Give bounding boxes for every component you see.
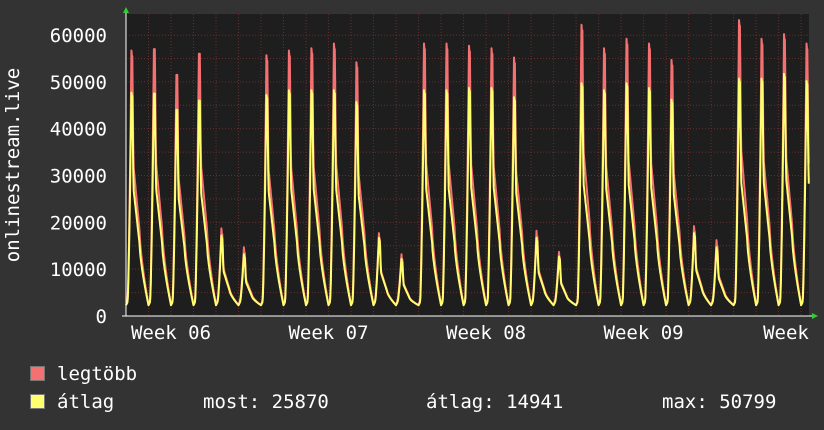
legend-label-avg: átlag [57, 391, 115, 413]
legend-swatch-avg [30, 394, 45, 409]
y-tick-label: 40000 [50, 119, 107, 141]
legend-swatch-max [30, 366, 45, 381]
x-tick-label: Week 08 [446, 322, 526, 344]
axes [122, 7, 818, 319]
x-axis-arrow [812, 313, 818, 319]
x-tick-label: Week 06 [131, 322, 211, 344]
stat-average: átlag: 14941 [426, 391, 564, 413]
tick-labels: 0 10000 20000 30000 40000 50000 60000 Week 06 We… [50, 25, 810, 344]
y-tick-label: 20000 [50, 212, 107, 234]
grid [126, 14, 809, 316]
series-line-avg [125, 72, 810, 307]
chart: 0 10000 20000 30000 40000 50000 60000 Week 06 We… [2, 7, 818, 344]
legend-label-max: legtöbb [57, 363, 138, 385]
y-axis-arrow [123, 7, 129, 13]
stat-now: most: 25870 [203, 391, 329, 413]
y-tick-label: 0 [96, 306, 107, 328]
y-tick-label: 50000 [50, 72, 107, 94]
legend-max: legtöbb [30, 363, 137, 385]
y-tick-label: 10000 [50, 259, 107, 281]
x-tick-label: Week 09 [604, 322, 684, 344]
legend-avg: átlag most: 25870 átlag: 14941 max: 5079… [30, 391, 820, 413]
x-tick-label: Week 07 [288, 322, 368, 344]
y-axis-label: onlinestream.live [2, 68, 24, 262]
series [125, 19, 810, 307]
y-tick-label: 60000 [50, 25, 107, 47]
x-tick-label: Week [763, 322, 809, 344]
stat-max: max: 50799 [662, 391, 777, 413]
y-tick-label: 30000 [50, 166, 107, 188]
